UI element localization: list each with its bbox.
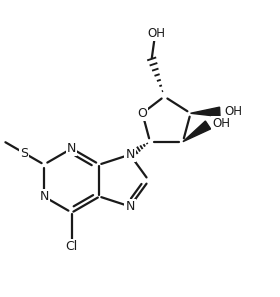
Polygon shape [183, 121, 211, 142]
Text: OH: OH [147, 27, 165, 40]
Text: N: N [125, 200, 135, 213]
Text: N: N [67, 142, 76, 155]
Text: S: S [20, 147, 28, 159]
Text: OH: OH [212, 117, 230, 130]
Text: OH: OH [224, 105, 242, 119]
Text: N: N [125, 148, 135, 161]
Text: N: N [39, 190, 49, 203]
Polygon shape [191, 107, 220, 117]
Text: Cl: Cl [66, 239, 78, 252]
Text: O: O [137, 107, 147, 120]
